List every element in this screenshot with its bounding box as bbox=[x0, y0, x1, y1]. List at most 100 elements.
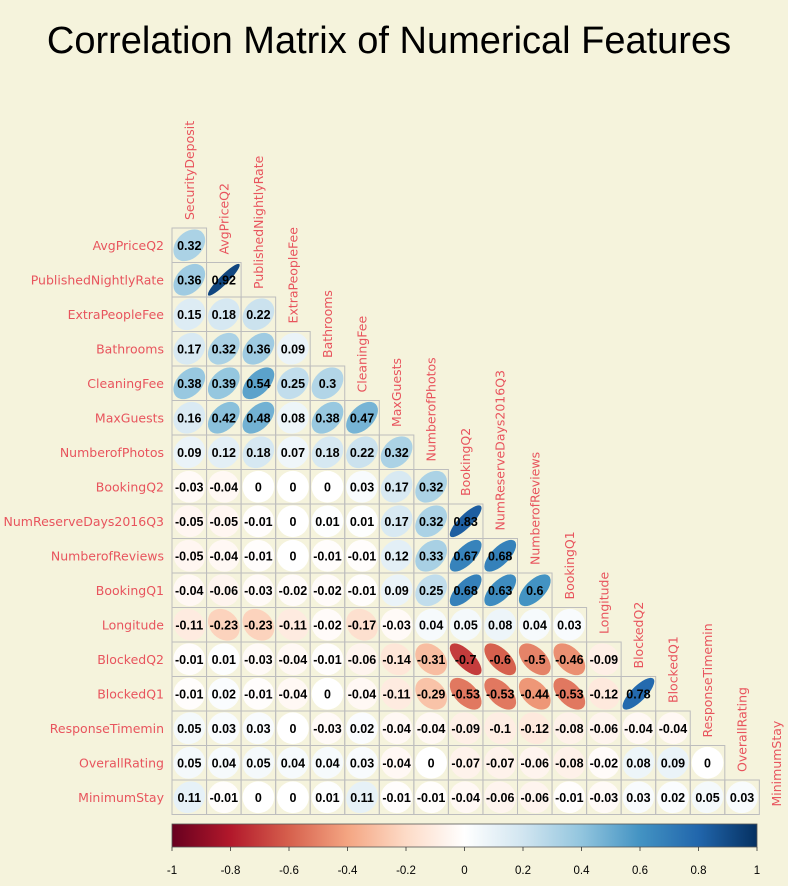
correlation-value: -0.06 bbox=[521, 756, 550, 770]
correlation-ellipse bbox=[726, 781, 758, 814]
colorbar-tick-label: -0.4 bbox=[338, 865, 358, 877]
correlation-value: 0.16 bbox=[177, 411, 201, 425]
correlation-value: 0 bbox=[324, 480, 331, 494]
correlation-ellipse bbox=[587, 781, 620, 814]
correlation-value: -0.02 bbox=[313, 618, 342, 632]
correlation-ellipse bbox=[553, 643, 586, 676]
row-label: MaxGuests bbox=[95, 410, 164, 425]
correlation-value: 0.48 bbox=[246, 411, 270, 425]
correlation-ellipse bbox=[449, 505, 482, 538]
row-label: NumberofPhotos bbox=[60, 445, 164, 460]
correlation-ellipse bbox=[277, 470, 309, 503]
colorbar-tick-label: -0.6 bbox=[279, 865, 299, 877]
correlation-value: -0.53 bbox=[555, 687, 584, 701]
correlation-value: -0.5 bbox=[524, 653, 546, 667]
correlation-value: -0.12 bbox=[590, 687, 619, 701]
correlation-ellipse bbox=[553, 677, 586, 710]
correlation-value: 0.04 bbox=[315, 756, 339, 770]
correlation-ellipse bbox=[415, 643, 448, 676]
correlation-ellipse bbox=[311, 505, 344, 538]
correlation-value: -0.01 bbox=[417, 791, 446, 805]
colorbar-tick-label: 0.6 bbox=[632, 865, 648, 877]
row-label: OverallRating bbox=[79, 755, 164, 770]
correlation-ellipse bbox=[553, 746, 586, 779]
correlation-ellipse bbox=[311, 367, 344, 400]
correlation-value: 0.39 bbox=[212, 377, 236, 391]
correlation-value: 0.01 bbox=[315, 515, 339, 529]
correlation-ellipse bbox=[207, 643, 240, 676]
correlation-ellipse bbox=[242, 712, 275, 745]
correlation-ellipse bbox=[277, 746, 309, 779]
column-label: BookingQ1 bbox=[562, 531, 577, 599]
correlation-value: 0.09 bbox=[177, 446, 201, 460]
correlation-ellipse bbox=[415, 539, 448, 572]
correlation-value: 0.01 bbox=[212, 653, 236, 667]
correlation-ellipse bbox=[484, 712, 517, 745]
colorbar-tick-label: -1 bbox=[167, 865, 177, 877]
correlation-ellipse bbox=[484, 781, 517, 814]
correlation-ellipse bbox=[380, 712, 413, 745]
correlation-value: 0.32 bbox=[384, 446, 408, 460]
row-label: ResponseTimemin bbox=[50, 721, 164, 736]
row-label: Bathrooms bbox=[96, 341, 164, 356]
correlation-ellipse bbox=[277, 505, 309, 538]
row-label: ExtraPeopleFee bbox=[68, 307, 165, 322]
correlation-ellipse bbox=[207, 608, 240, 641]
correlation-ellipse bbox=[691, 746, 724, 779]
matrix-labels: AvgPriceQ2 PublishedNightlyRate ExtraPeopl… bbox=[4, 121, 785, 807]
correlation-value: -0.01 bbox=[313, 653, 342, 667]
correlation-ellipse bbox=[553, 781, 586, 814]
correlation-ellipse bbox=[553, 712, 586, 745]
correlation-ellipse bbox=[346, 505, 378, 538]
column-label: MinimumStay bbox=[769, 720, 784, 806]
correlation-ellipse bbox=[449, 539, 482, 572]
correlation-value: -0.01 bbox=[348, 584, 377, 598]
correlation-ellipse bbox=[242, 436, 275, 469]
correlation-ellipse bbox=[207, 781, 240, 814]
correlation-value: -0.03 bbox=[244, 584, 273, 598]
correlation-ellipse bbox=[207, 401, 240, 434]
correlation-value: 0 bbox=[289, 549, 296, 563]
correlation-value: 0 bbox=[289, 722, 296, 736]
correlation-value: -0.31 bbox=[417, 653, 446, 667]
column-label: CleaningFee bbox=[355, 315, 370, 392]
correlation-value: -0.03 bbox=[244, 653, 273, 667]
correlation-value: 0.05 bbox=[246, 756, 270, 770]
correlation-value: 0.03 bbox=[730, 791, 754, 805]
correlation-ellipse bbox=[622, 712, 655, 745]
correlation-value: -0.07 bbox=[486, 756, 515, 770]
correlation-ellipse bbox=[207, 436, 240, 469]
correlation-value: 0.01 bbox=[315, 791, 339, 805]
correlation-value: 0.08 bbox=[281, 411, 305, 425]
correlation-value: -0.7 bbox=[455, 653, 477, 667]
correlation-value: -0.07 bbox=[451, 756, 480, 770]
correlation-value: 0.17 bbox=[384, 480, 408, 494]
correlation-value: -0.03 bbox=[382, 618, 411, 632]
row-label: AvgPriceQ2 bbox=[93, 238, 164, 253]
correlation-value: -0.04 bbox=[382, 722, 411, 736]
correlation-ellipse bbox=[346, 643, 378, 676]
correlation-value: 0 bbox=[255, 791, 262, 805]
correlation-value: 0.03 bbox=[246, 722, 270, 736]
colorbar-tick-label: 0.8 bbox=[691, 865, 707, 877]
row-label: Longitude bbox=[102, 617, 164, 632]
correlation-ellipse bbox=[173, 539, 206, 572]
correlation-ellipse bbox=[553, 608, 586, 641]
correlation-value: -0.53 bbox=[451, 687, 480, 701]
correlation-ellipse bbox=[207, 367, 240, 400]
correlation-value: 0.18 bbox=[315, 446, 339, 460]
correlation-ellipse bbox=[587, 746, 620, 779]
column-label: NumReserveDays2016Q3 bbox=[493, 370, 508, 530]
correlation-value: 0.32 bbox=[419, 480, 443, 494]
correlation-ellipse bbox=[622, 746, 655, 779]
correlation-ellipse bbox=[311, 677, 344, 710]
row-label: NumReserveDays2016Q3 bbox=[4, 514, 165, 529]
correlation-ellipse bbox=[173, 505, 206, 538]
column-label: OverallRating bbox=[735, 687, 750, 772]
matrix-grid bbox=[171, 227, 760, 815]
correlation-ellipse bbox=[346, 608, 378, 641]
correlation-value: -0.04 bbox=[451, 791, 480, 805]
correlation-ellipse bbox=[207, 332, 240, 365]
correlation-value: 0.03 bbox=[350, 756, 374, 770]
correlation-ellipse bbox=[242, 401, 275, 434]
